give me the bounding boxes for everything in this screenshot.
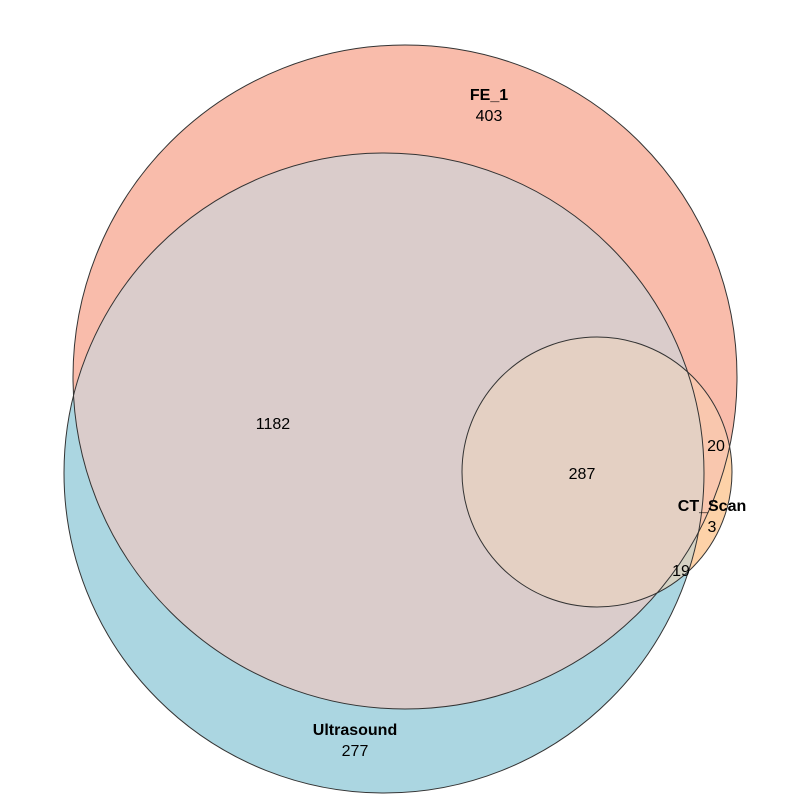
fe1-label: FE_1 [470,87,508,104]
fe1-only-count: 403 [476,108,503,125]
ctscan-outline [461,336,733,608]
fe1-ctscan-count: 20 [707,438,725,455]
ctscan-label: CT_Scan [678,498,746,515]
ultrasound-outline [63,152,705,794]
fe1-outline [72,44,738,710]
fe1-ultrasound-count: 1182 [256,416,291,433]
all-three-count: 287 [569,466,596,483]
ultrasound-label: Ultrasound [313,722,397,739]
fe1-ultrasound-overlap [73,153,704,709]
ultrasound-only-count: 277 [342,743,369,760]
ultrasound-ctscan-count: 19 [672,563,690,580]
ctscan-only-count: 3 [708,519,717,536]
triple-overlap [462,337,704,607]
